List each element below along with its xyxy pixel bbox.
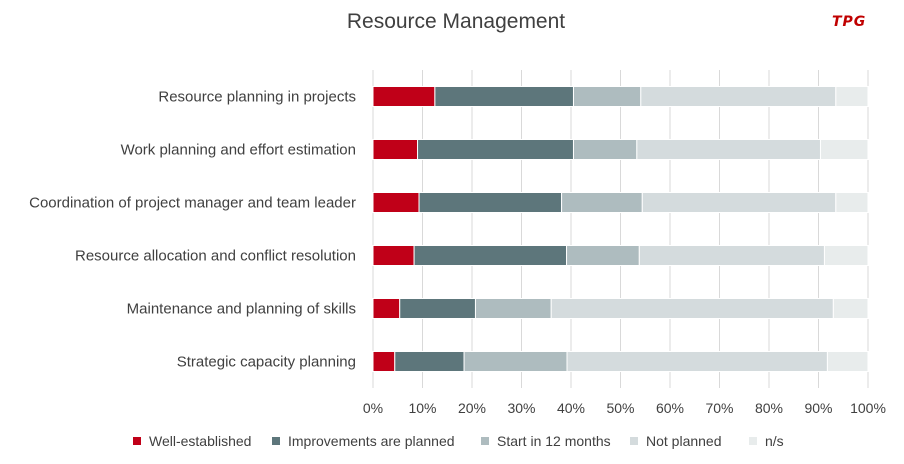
x-axis-ticks: 0% 10% 20% 30% 40% 50% 60% 70% 80% 90% 100% — [363, 400, 886, 416]
x-tick-label: 10% — [408, 400, 436, 416]
bar-segment-not-planned — [636, 139, 821, 160]
legend-swatch — [749, 437, 757, 445]
category-label: Maintenance and planning of skills — [127, 301, 356, 318]
bar-segment-n-s — [826, 351, 869, 372]
bar-segment-start-in-12-months — [572, 86, 642, 107]
x-tick-label: 100% — [850, 400, 886, 416]
legend-label: Start in 12 months — [497, 433, 611, 449]
legend-swatch — [630, 437, 638, 445]
bar-segment-improvements-are-planned — [399, 298, 476, 319]
x-tick-label: 40% — [557, 400, 585, 416]
legend-item: Not planned — [630, 433, 722, 449]
bar-segment-not-planned — [566, 351, 828, 372]
bar-segment-not-planned — [641, 192, 837, 213]
bar-segment-improvements-are-planned — [417, 139, 574, 160]
bars — [372, 86, 869, 372]
bar-segment-not-planned — [550, 298, 834, 319]
bar-segment-improvements-are-planned — [413, 245, 568, 266]
bar-segment-improvements-are-planned — [418, 192, 563, 213]
bar-segment-not-planned — [638, 245, 825, 266]
bar-segment-start-in-12-months — [566, 245, 640, 266]
legend-label: Improvements are planned — [288, 433, 455, 449]
x-tick-label: 60% — [656, 400, 684, 416]
x-tick-label: 80% — [755, 400, 783, 416]
bar-segment-well-established — [372, 298, 401, 319]
x-tick-label: 30% — [507, 400, 535, 416]
legend: Well-established Improvements are planned… — [0, 433, 904, 453]
bar-segment-well-established — [372, 245, 415, 266]
bar-segment-n-s — [835, 192, 869, 213]
bar-segment-start-in-12-months — [463, 351, 568, 372]
bar-segment-improvements-are-planned — [434, 86, 574, 107]
gridlines — [372, 70, 869, 388]
bar-segment-well-established — [372, 86, 436, 107]
chart-area: Resource planning in projects Work planni… — [29, 70, 886, 416]
bar-segment-start-in-12-months — [474, 298, 552, 319]
bar-segment-well-established — [372, 192, 420, 213]
bar-segment-well-established — [372, 351, 396, 372]
legend-item: Well-established — [133, 433, 251, 449]
bar-segment-n-s — [819, 139, 869, 160]
x-tick-label: 90% — [804, 400, 832, 416]
legend-label: Well-established — [149, 433, 252, 449]
category-label: Resource planning in projects — [158, 89, 356, 106]
legend-swatch — [272, 437, 280, 445]
legend-item: Improvements are planned — [272, 433, 455, 449]
legend-label: Not planned — [646, 433, 722, 449]
bar-segment-improvements-are-planned — [394, 351, 465, 372]
x-tick-label: 70% — [705, 400, 733, 416]
bar-segment-n-s — [832, 298, 869, 319]
bar-segment-n-s — [823, 245, 869, 266]
category-labels: Resource planning in projects Work planni… — [29, 89, 356, 371]
legend-label: n/s — [765, 433, 784, 449]
bar-segment-n-s — [835, 86, 869, 107]
bar-segment-start-in-12-months — [572, 139, 638, 160]
x-tick-label: 20% — [458, 400, 486, 416]
legend-swatch — [481, 437, 489, 445]
x-tick-label: 50% — [606, 400, 634, 416]
category-label: Work planning and effort estimation — [121, 142, 356, 159]
legend-item: n/s — [749, 433, 784, 449]
tpg-logo: TPG — [832, 14, 867, 30]
legend-swatch — [133, 437, 141, 445]
bar-segment-not-planned — [640, 86, 837, 107]
category-label: Coordination of project manager and team… — [29, 195, 356, 212]
bar-segment-well-established — [372, 139, 419, 160]
x-tick-label: 0% — [363, 400, 383, 416]
chart-title: Resource Management — [346, 10, 566, 33]
bar-segment-start-in-12-months — [561, 192, 643, 213]
category-label: Resource allocation and conflict resolut… — [75, 248, 356, 265]
legend-item: Start in 12 months — [481, 433, 611, 449]
category-label: Strategic capacity planning — [177, 354, 356, 371]
